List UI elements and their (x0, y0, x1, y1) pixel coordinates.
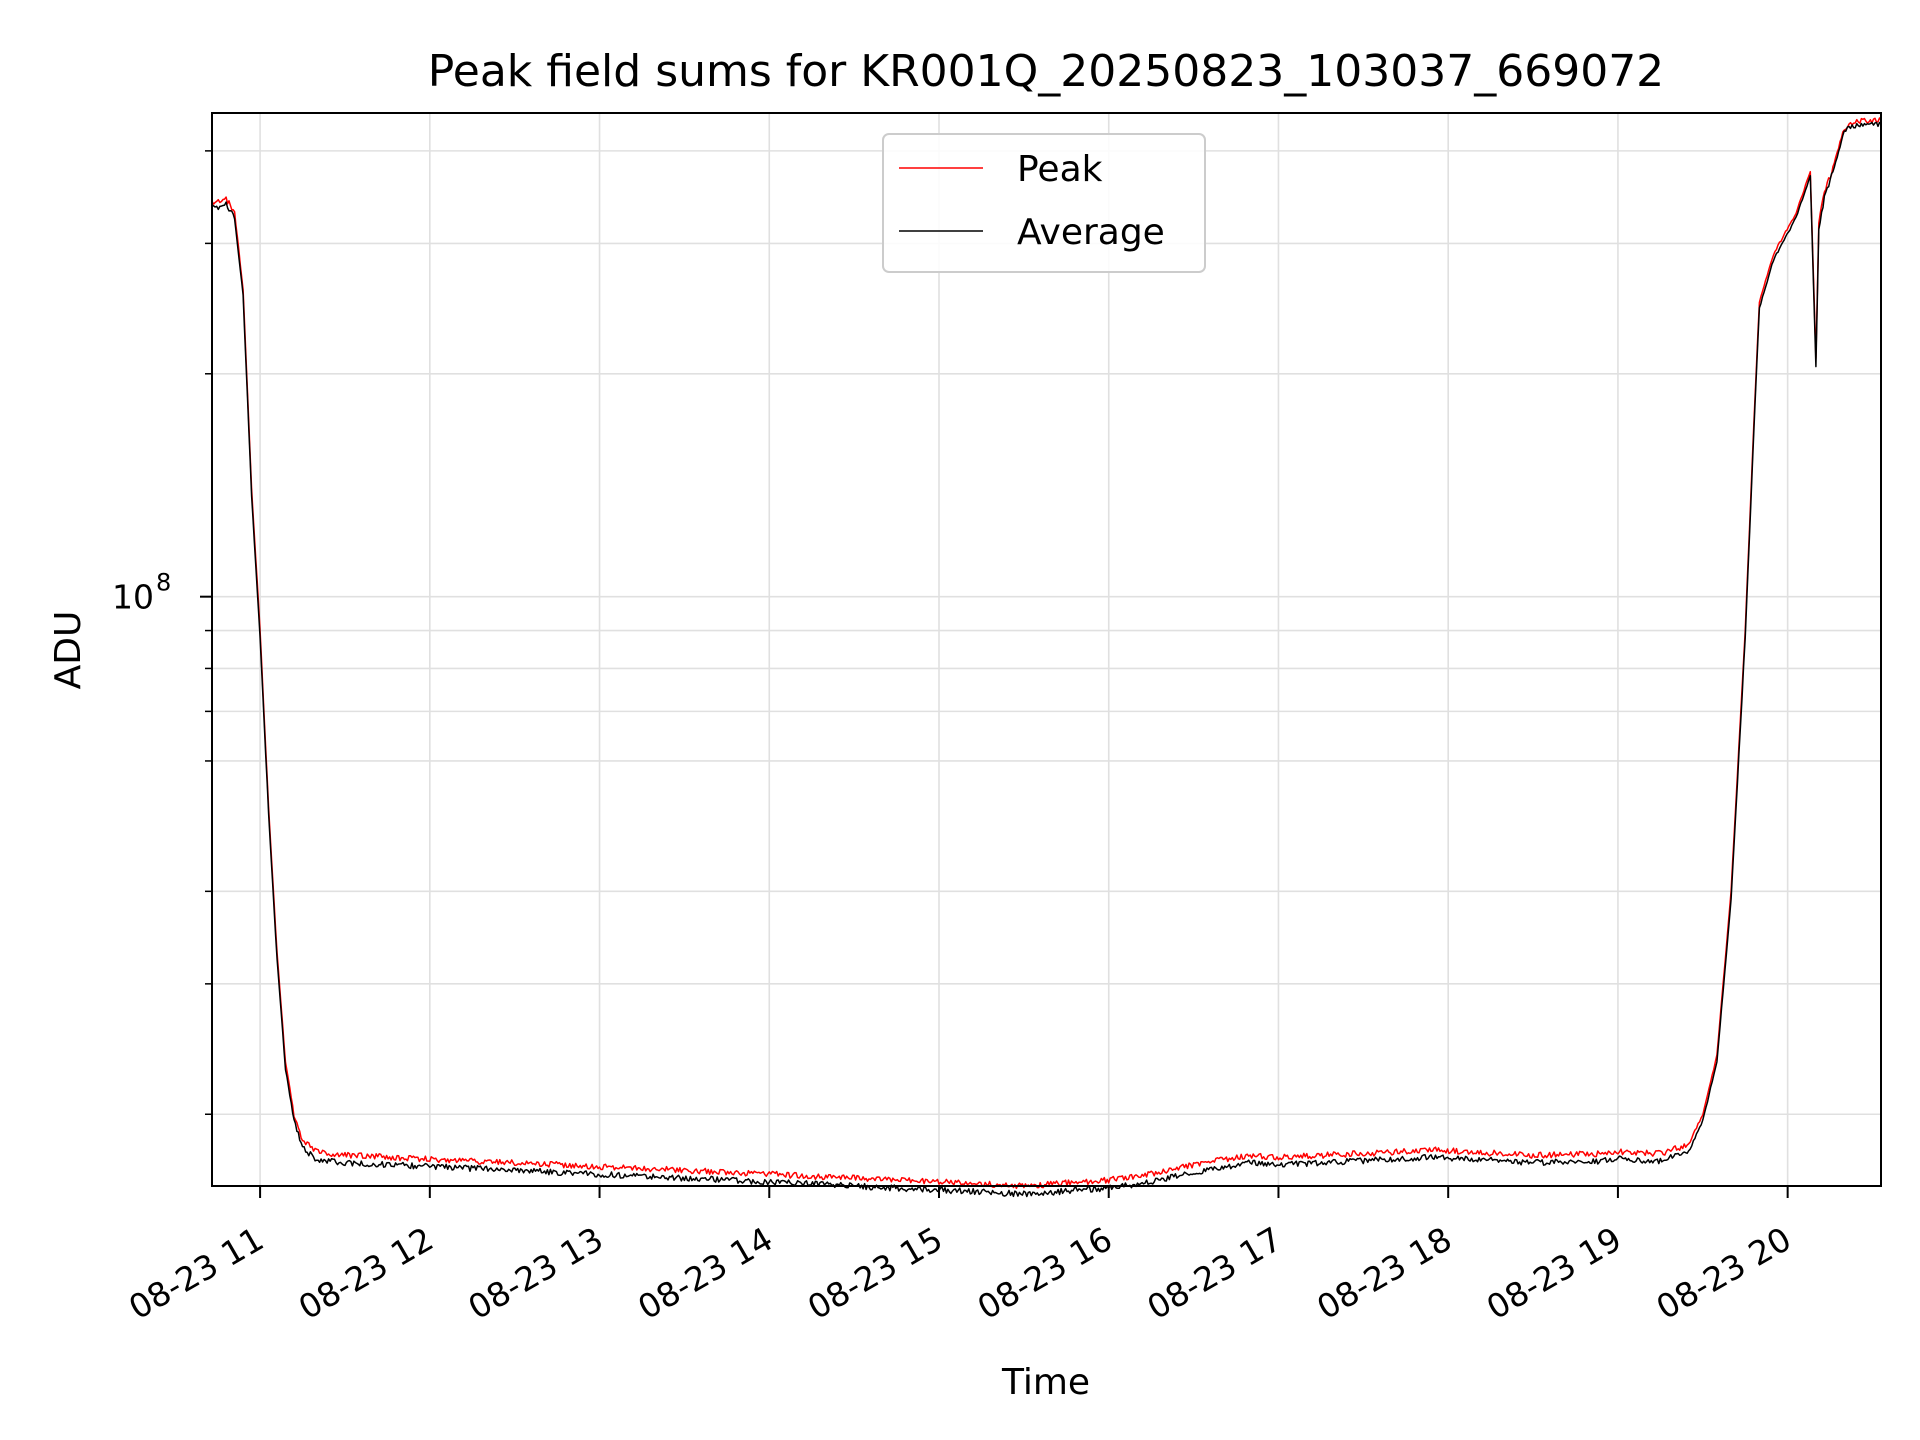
y-tick-label-0: 10 (112, 578, 154, 617)
chart-title: Peak field sums for KR001Q_20250823_1030… (428, 46, 1664, 97)
y-axis: 10 8 (112, 150, 212, 1115)
grid (212, 113, 1881, 1186)
legend-label-average: Average (1017, 212, 1165, 253)
series-line-average (211, 121, 1882, 1198)
x-axis-label: Time (1001, 1362, 1090, 1403)
y-axis-label: ADU (48, 611, 89, 690)
legend-label-peak: Peak (1017, 149, 1103, 190)
y-tick-label-exponent-0: 8 (156, 569, 171, 597)
plot-frame (211, 112, 1882, 1187)
legend: Peak Average (882, 133, 1206, 273)
